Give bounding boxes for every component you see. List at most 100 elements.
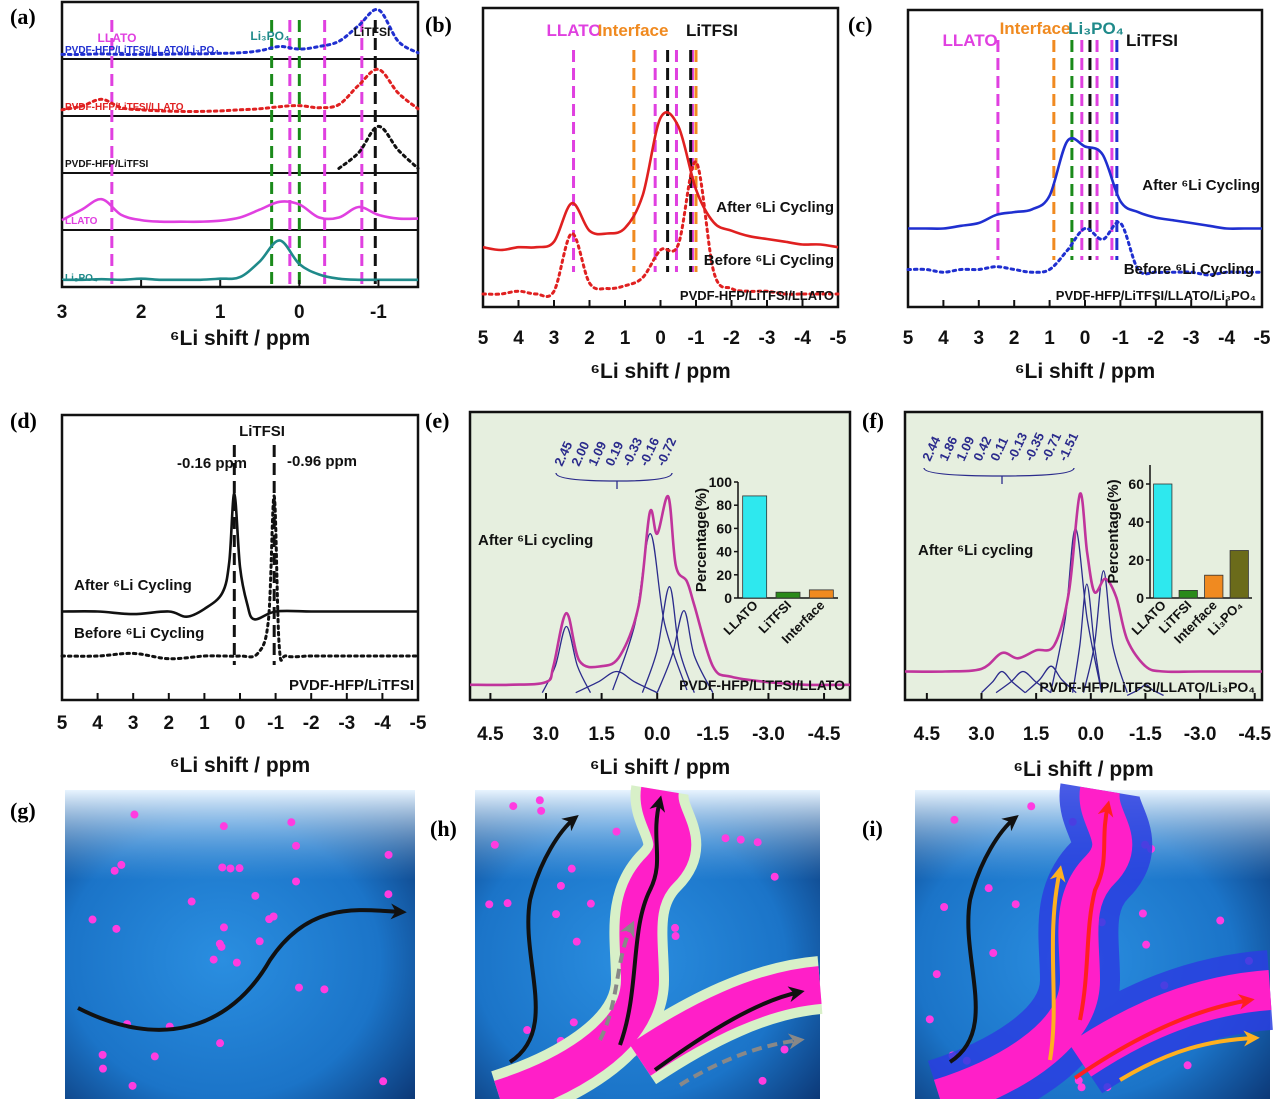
annotation: LiTFSI — [1126, 31, 1178, 50]
particle — [1027, 802, 1036, 811]
ion-path-arrow — [1078, 800, 1114, 1021]
x-tick-label: 3.0 — [968, 724, 994, 745]
particle — [932, 970, 941, 979]
x-tick-label: 0.0 — [1078, 724, 1104, 745]
particle — [251, 891, 260, 900]
annotation: Interface — [1000, 19, 1071, 38]
x-tick-label: 3 — [549, 328, 560, 349]
series-label: After ⁶Li Cycling — [74, 577, 192, 594]
particle — [384, 850, 393, 859]
x-tick-label: -4 — [1218, 328, 1235, 349]
particle — [950, 815, 959, 824]
annotation: PVDF-HFP/LiTFSI/LLATO — [680, 288, 834, 303]
x-tick-label: 1 — [620, 328, 631, 349]
interface-path-arrow — [678, 1033, 805, 1087]
series-label: After ⁶Li cycling — [478, 532, 593, 549]
x-tick-label: 5 — [57, 713, 68, 734]
x-tick-label: -3 — [759, 328, 776, 349]
annotation: LiTFSI — [239, 423, 285, 440]
x-axis-title: ⁶Li shift / ppm — [590, 756, 730, 779]
x-tick-label: 4.5 — [914, 724, 941, 745]
panel-label: (e) — [425, 408, 449, 433]
particle — [567, 864, 576, 873]
x-tick-label: 1.5 — [588, 724, 615, 745]
x-axis-title: ⁶Li shift / ppm — [170, 327, 310, 350]
particle — [780, 1045, 789, 1054]
x-axis-title: ⁶Li shift / ppm — [1013, 758, 1153, 781]
x-tick-label: -4 — [374, 713, 391, 734]
particle — [1077, 1083, 1086, 1092]
spectrum-line — [60, 494, 420, 662]
particle — [117, 860, 126, 869]
particle — [384, 890, 393, 899]
annotation: LLATO — [98, 31, 137, 45]
x-tick-label: -3 — [1183, 328, 1200, 349]
fit-component — [575, 670, 658, 694]
annotation: -0.16 ppm — [177, 455, 247, 472]
x-tick-label: 5 — [478, 328, 489, 349]
series-label: Before ⁶Li Cycling — [1124, 261, 1254, 278]
spectrum-line — [906, 220, 1264, 277]
x-axis-title: ⁶Li shift / ppm — [1015, 360, 1155, 383]
x-tick-label: 0 — [235, 713, 246, 734]
x-tick-label: 0.0 — [644, 724, 670, 745]
particle — [753, 838, 762, 847]
spectrum-line — [482, 111, 839, 252]
x-tick-label: -4.5 — [1238, 724, 1271, 745]
particle — [215, 939, 224, 948]
x-tick-label: -3.0 — [1184, 724, 1217, 745]
x-tick-label: 0 — [655, 328, 666, 349]
particle — [1138, 909, 1147, 918]
particle — [292, 841, 301, 850]
inset-y-tick-label: 80 — [716, 497, 732, 513]
x-tick-label: 3.0 — [533, 724, 559, 745]
annotation: PVDF-HFP/LiTFSI/LLATO — [679, 677, 845, 693]
x-tick-label: -4 — [794, 328, 811, 349]
x-tick-label: 4.5 — [477, 724, 504, 745]
plot-area — [468, 410, 852, 702]
panel-label: (c) — [848, 12, 872, 37]
inset-y-tick-label: 0 — [1136, 590, 1144, 606]
x-tick-label: -5 — [1254, 328, 1271, 349]
particle — [503, 899, 512, 908]
x-tick-label: 0 — [294, 302, 305, 323]
plot-area — [481, 6, 840, 309]
particle — [552, 910, 561, 919]
particle — [671, 923, 680, 932]
particle — [255, 937, 264, 946]
spectrum-line — [61, 197, 419, 224]
annotation: Li₃PO₄ — [250, 29, 290, 43]
spectrum-line — [907, 136, 1262, 230]
particle — [1142, 940, 1151, 949]
particle — [98, 1050, 107, 1059]
series-label: PVDF-HFP/LiTFSI — [65, 159, 149, 170]
fit-component — [612, 533, 688, 691]
particle — [218, 863, 227, 872]
fit-component — [1082, 570, 1128, 693]
annotation: -0.96 ppm — [287, 453, 357, 470]
inset-y-tick-label: 100 — [709, 474, 733, 490]
inset-bar — [1153, 483, 1173, 599]
particle — [294, 983, 303, 992]
particle — [758, 1076, 767, 1085]
x-tick-label: 2 — [584, 328, 595, 349]
series-label: Before ⁶Li Cycling — [704, 252, 834, 269]
fit-component — [1071, 583, 1103, 693]
fit-component — [1126, 684, 1164, 696]
particle — [320, 985, 329, 994]
annotation: PVDF-HFP/LiTFSI/LLATO/Li₃PO₄ — [1056, 288, 1256, 303]
inset-y-tick-label: 20 — [716, 567, 732, 583]
inset-y-title: Percentage(%) — [1105, 479, 1122, 583]
spectrum-line — [481, 160, 840, 299]
panel-label: (g) — [10, 798, 36, 823]
particle — [287, 818, 296, 827]
fit-component — [656, 609, 714, 693]
spectrum-line — [61, 492, 418, 621]
x-tick-label: -3 — [338, 713, 355, 734]
particle — [379, 1077, 388, 1086]
particle — [925, 1015, 934, 1024]
panel-label: (d) — [10, 408, 37, 433]
plot-area — [906, 8, 1264, 309]
series-label: PVDF-HFP/LiTFSI/LLATO — [65, 102, 184, 113]
annotation: LiTFSI — [354, 25, 391, 39]
